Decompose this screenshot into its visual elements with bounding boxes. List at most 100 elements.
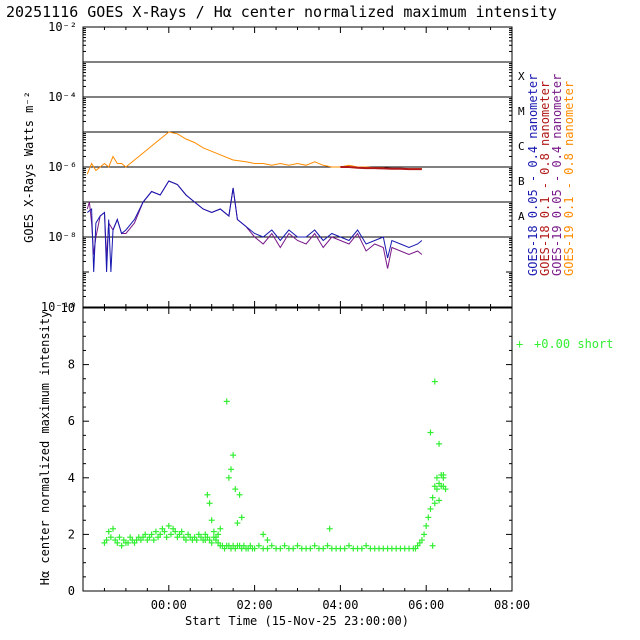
x-tick-label: 02:00 [237, 598, 273, 612]
data-point [429, 494, 436, 501]
flare-class-label: M [518, 105, 525, 118]
y-tick-label: 10⁻⁸ [48, 230, 77, 244]
data-point [193, 537, 200, 544]
legend-marker: + [516, 337, 523, 351]
data-point [230, 452, 237, 459]
data-point [294, 542, 301, 549]
y-tick-label: 10 [61, 301, 75, 315]
legend-entry: GOES-19 0.1 - 0.8 nanometer [562, 81, 576, 276]
data-point [427, 429, 434, 436]
y-tick-label: 10⁻⁴ [48, 90, 77, 104]
data-point [431, 378, 438, 385]
data-point [148, 531, 155, 538]
data-point [255, 542, 262, 549]
data-point [163, 534, 170, 541]
data-point [208, 517, 215, 524]
y-tick-label: 6 [68, 414, 75, 428]
halpha-points [101, 378, 449, 552]
data-point [225, 474, 232, 481]
legend-entry: GOES-18 0.05 - 0.4 nanometer [526, 74, 540, 276]
xray-series [86, 131, 423, 273]
data-point [208, 539, 215, 546]
data-point [238, 514, 245, 521]
data-point [311, 542, 318, 549]
data-point [429, 542, 436, 549]
data-point [277, 545, 284, 552]
y-tick-label: 10⁻⁶ [48, 160, 77, 174]
data-point [433, 486, 440, 493]
data-point [425, 514, 432, 521]
data-point [110, 525, 117, 532]
data-point [436, 497, 443, 504]
data-point [150, 537, 157, 544]
y-tick-label: 0 [68, 584, 75, 598]
data-point [341, 545, 348, 552]
legend-entry: +0.00 short [534, 337, 613, 351]
data-point [105, 528, 112, 535]
data-point [345, 542, 352, 549]
x-tick-label: 04:00 [322, 598, 358, 612]
data-point [114, 539, 121, 546]
data-point [165, 522, 172, 529]
x-axis-label: Start Time (15-Nov-25 23:00:00) [185, 614, 409, 628]
data-point [358, 545, 365, 552]
halpha-panel: 0 2 4 6 8 10 00:00 02:00 04:00 06:00 08:00 Hα cent… [38, 301, 613, 628]
data-point [215, 531, 222, 538]
data-point [210, 528, 217, 535]
data-point [290, 545, 297, 552]
data-point [234, 520, 241, 527]
data-point [442, 486, 449, 493]
data-point [320, 545, 327, 552]
data-point [202, 531, 209, 538]
data-point [223, 398, 230, 405]
data-point [440, 474, 447, 481]
data-point [307, 545, 314, 552]
data-point [427, 505, 434, 512]
data-point [268, 542, 275, 549]
x-tick-label: 06:00 [408, 598, 444, 612]
halpha-y-axis-label: Hα center normalized maximum intensity [38, 311, 52, 586]
data-point [324, 542, 331, 549]
chart-title: 20251116 GOES X-Rays / Hα center normali… [6, 3, 557, 21]
data-point [281, 542, 288, 549]
data-point [116, 534, 123, 541]
data-point [236, 491, 243, 498]
data-point [431, 500, 438, 507]
y-tick-label: 10⁻¹⁰ [41, 300, 77, 314]
legend-entry: GOES-18 0.1 - 0.8 nanometer [538, 81, 552, 276]
data-point [182, 537, 189, 544]
data-point [363, 542, 370, 549]
data-point [103, 537, 110, 544]
x-tick-label: 00:00 [151, 598, 187, 612]
data-point [152, 528, 159, 535]
data-point [206, 500, 213, 507]
y-tick-label: 4 [68, 471, 75, 485]
data-point [421, 531, 428, 538]
series-line [340, 166, 422, 171]
flare-class-lines [83, 61, 512, 238]
flare-class-label: X [518, 70, 525, 83]
series-line [86, 180, 423, 273]
data-point [418, 537, 425, 544]
data-point [217, 525, 224, 532]
data-point [423, 522, 430, 529]
data-point [264, 537, 271, 544]
flare-class-label: C [518, 140, 525, 153]
data-point [172, 528, 179, 535]
data-point [178, 528, 185, 535]
xray-y-axis-label: GOES X-Rays Watts m⁻² [22, 91, 36, 243]
flare-class-label: B [518, 175, 525, 188]
data-point [125, 539, 132, 546]
data-point [118, 542, 125, 549]
flare-class-label: A [518, 210, 525, 223]
data-point [433, 474, 440, 481]
data-point [142, 531, 149, 538]
data-point [228, 466, 235, 473]
data-point [251, 545, 258, 552]
x-tick-label: 08:00 [494, 598, 530, 612]
legend-entry: GOES-19 0.05 - 0.4 nanometer [550, 74, 564, 276]
series-line [86, 180, 423, 269]
data-point [436, 440, 443, 447]
